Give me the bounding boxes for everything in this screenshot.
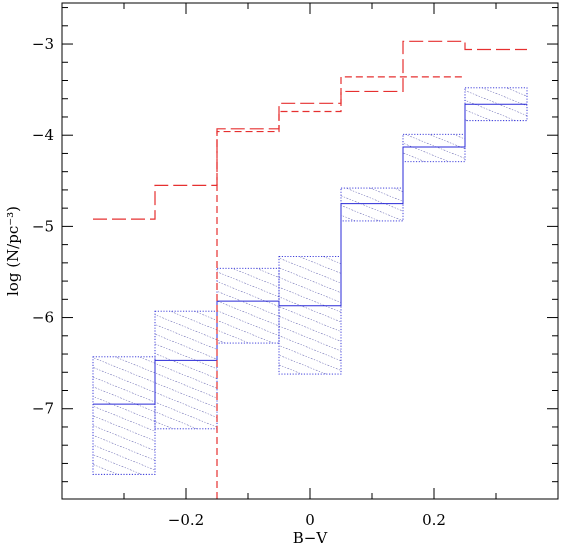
x-axis-title: B−V xyxy=(293,529,329,547)
uncertainty-box-5 xyxy=(402,133,466,163)
x-tick-label: −0.2 xyxy=(168,511,204,529)
y-tick-label: −6 xyxy=(32,309,54,327)
y-tick-label: −4 xyxy=(32,126,54,144)
uncertainty-box-0 xyxy=(92,356,156,475)
uncertainty-box-2 xyxy=(216,267,280,344)
y-tick-label: −3 xyxy=(32,35,54,53)
uncertainty-box-3 xyxy=(278,256,342,375)
series-lines xyxy=(93,40,527,499)
tick-labels: −0.2 0 0.2 −7 −6 −5 −4 −3 xyxy=(32,35,446,529)
uncertainty-boxes xyxy=(92,87,528,475)
y-axis-title: log (N/pc⁻³) xyxy=(4,206,22,296)
axes xyxy=(61,2,559,500)
x-tick-label: 0 xyxy=(305,511,315,529)
series-red-short-dash xyxy=(216,76,465,499)
uncertainty-box-4 xyxy=(340,187,404,222)
y-tick-label: −7 xyxy=(32,400,54,418)
series-red-long-dash xyxy=(93,40,527,220)
series-blue-step xyxy=(93,103,527,405)
x-tick-label: 0.2 xyxy=(422,511,446,529)
uncertainty-box-1 xyxy=(154,310,218,430)
y-tick-label: −5 xyxy=(32,217,54,235)
